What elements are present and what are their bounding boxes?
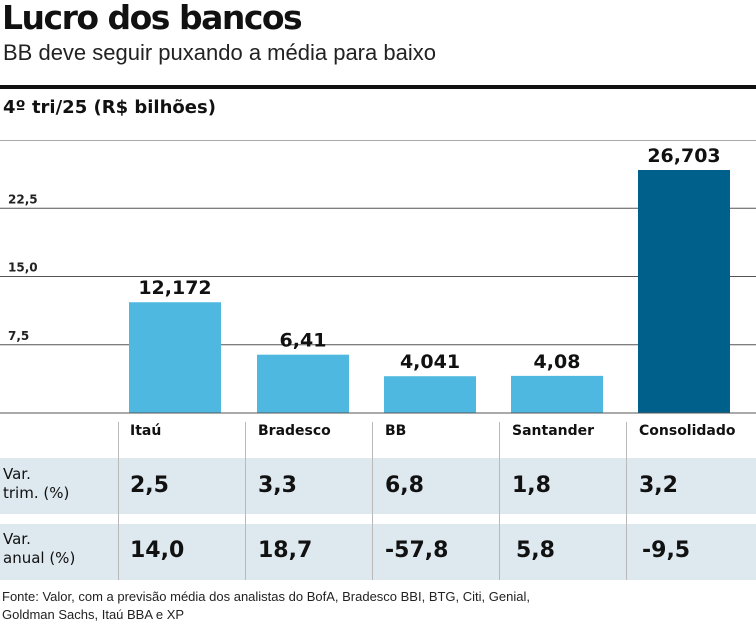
column-separator (499, 422, 500, 580)
bar-bb (384, 376, 476, 413)
bar-itau (129, 302, 221, 413)
bars (129, 170, 730, 413)
bar-labels: 12,172 6,41 4,041 4,08 26,703 (138, 145, 720, 373)
y-tick-label: 7,5 (8, 329, 29, 343)
source-note: Fonte: Valor, com a previsão média dos a… (2, 589, 530, 622)
bar-value-label: 26,703 (647, 145, 720, 167)
grid-lines: 7,515,022,530,0 (0, 140, 756, 346)
var-anual-consolidado: -9,5 (642, 538, 691, 563)
bank-header-consolidado: Consolidado (639, 423, 736, 439)
column-separator (626, 422, 627, 580)
unit-label: 4º tri/25 (R$ bilhões) (3, 97, 216, 118)
column-separator (118, 422, 119, 580)
bank-header-itau: Itaú (130, 423, 162, 439)
row-var-anual-bg (0, 524, 756, 580)
var-trim-consolidado: 3,2 (639, 473, 678, 498)
var-anual-bb: -57,8 (385, 538, 449, 563)
var-trim-itau: 2,5 (130, 473, 169, 498)
row-label-var-trim: Var. trim. (%) (3, 465, 70, 502)
column-separator (245, 422, 246, 580)
var-anual-bradesco: 18,7 (258, 538, 313, 563)
bar-consolidado (638, 170, 730, 413)
row-var-trim-bg (0, 458, 756, 514)
bar-value-label: 4,08 (534, 351, 581, 373)
var-anual-santander: 5,8 (516, 538, 555, 563)
bar-bradesco (257, 354, 349, 413)
header-rule (0, 85, 756, 89)
bank-header-bb: BB (385, 423, 407, 439)
row-label-var-anual: Var. anual (%) (3, 530, 76, 567)
bar-santander (511, 375, 603, 413)
column-separator (372, 422, 373, 580)
chart-title: Lucro dos bancos (2, 0, 303, 37)
bank-header-santander: Santander (512, 423, 595, 439)
y-tick-label: 15,0 (8, 261, 38, 275)
bar-chart: 7,515,022,530,0 12,1726,414,0414,0826,70… (0, 140, 756, 414)
var-anual-itau: 14,0 (130, 538, 185, 563)
var-trim-bradesco: 3,3 (258, 473, 297, 498)
bar-value-label: 4,041 (400, 351, 460, 373)
bar-value-label: 6,41 (280, 330, 327, 352)
var-trim-bb: 6,8 (385, 473, 424, 498)
chart-subtitle: BB deve seguir puxando a média para baix… (3, 40, 436, 65)
bar-value-label: 12,172 (138, 277, 211, 299)
var-trim-santander: 1,8 (512, 473, 551, 498)
bank-header-bradesco: Bradesco (258, 423, 331, 439)
y-tick-label: 22,5 (8, 192, 38, 206)
